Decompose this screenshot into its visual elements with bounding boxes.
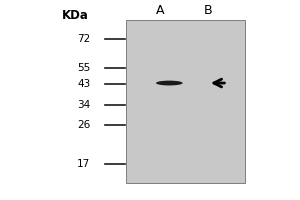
- Text: B: B: [204, 4, 212, 17]
- FancyBboxPatch shape: [126, 20, 245, 183]
- Text: 26: 26: [77, 120, 91, 130]
- Text: 34: 34: [77, 100, 91, 110]
- Text: KDa: KDa: [62, 9, 89, 22]
- Text: A: A: [156, 4, 165, 17]
- Text: 72: 72: [77, 34, 91, 44]
- Text: 43: 43: [77, 79, 91, 89]
- Text: 17: 17: [77, 159, 91, 169]
- Ellipse shape: [156, 81, 183, 85]
- Text: 55: 55: [77, 63, 91, 73]
